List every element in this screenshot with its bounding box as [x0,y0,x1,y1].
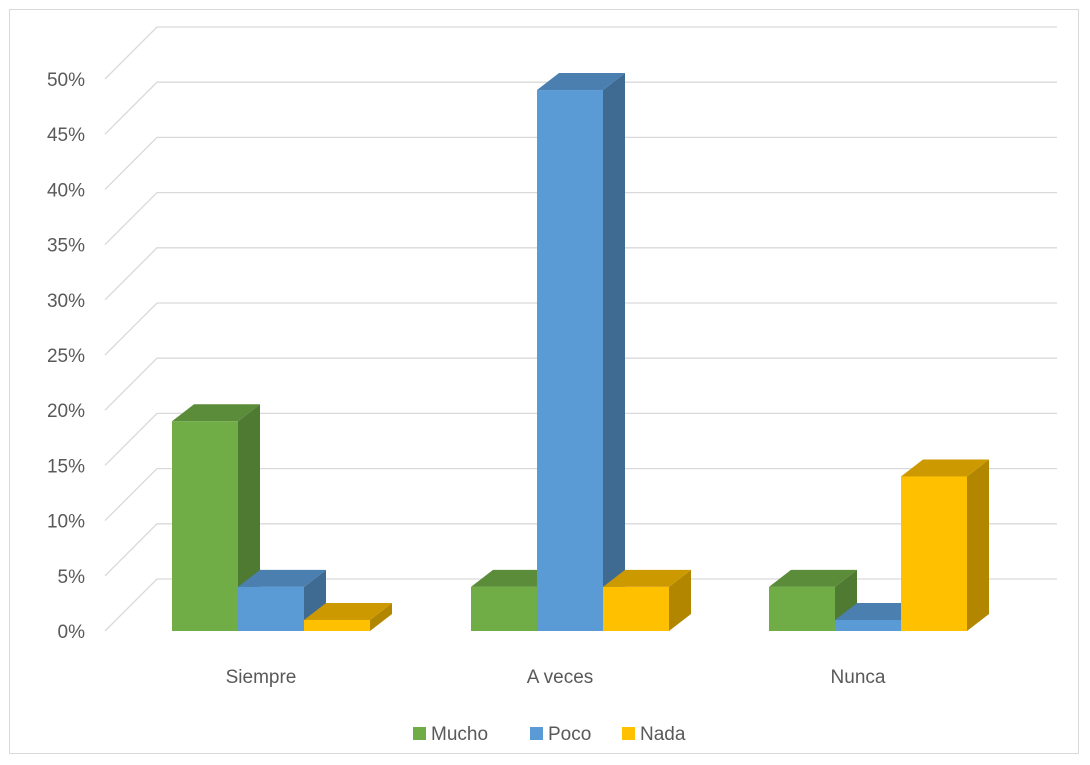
legend-label: Poco [548,724,591,745]
y-tick-label: 50% [47,70,85,91]
legend-item: Poco [530,724,591,745]
bar [304,619,370,631]
legend-label: Nada [640,724,686,745]
legend-item: Mucho [413,724,488,745]
x-category-label: A veces [527,667,594,688]
legend-swatch [530,727,543,740]
y-tick-label: 40% [47,180,85,201]
bar [603,586,669,631]
bar-top [238,569,326,587]
bar [172,421,238,631]
y-tick-label: 45% [47,125,85,146]
bar-top [901,459,989,477]
gridline [104,81,1057,135]
gridline [104,26,1057,80]
y-tick-label: 20% [47,401,85,422]
bar-top [769,569,857,587]
bar-side [669,569,691,631]
y-tick-label: 15% [47,456,85,477]
x-category-label: Siempre [226,667,297,688]
gridline [104,523,1057,577]
bar-top [537,73,625,91]
bar-side [603,73,625,632]
x-category-label: Nunca [831,667,886,688]
legend-item: Nada [622,724,686,745]
bar-top [172,404,260,422]
y-tick-label: 30% [47,291,85,312]
legend-swatch [413,727,426,740]
bar [769,586,835,631]
bar-chart: 0% 5% 10% 15% 20% 25% 30% 35% 40% 45% 50% Siempre A… [47,26,1057,745]
bar-side [370,602,392,631]
y-tick-label: 0% [58,622,86,643]
y-tick-label: 35% [47,236,85,257]
y-tick-label: 10% [47,512,85,533]
bar [238,586,304,631]
y-tick-label: 25% [47,346,85,367]
gridline [104,467,1057,522]
y-tick-label: 5% [58,567,86,588]
gridline [104,357,1057,411]
gridline [104,191,1057,246]
legend-label: Mucho [431,724,488,745]
bar [471,586,537,631]
gridline [104,578,1057,632]
bar-top [304,602,392,620]
bar [835,619,901,631]
gridline [104,412,1057,466]
bar-side [967,459,989,631]
bar [537,90,603,632]
gridline [104,136,1057,190]
legend-swatch [622,727,635,740]
bar-top [603,569,691,587]
bar [901,476,967,631]
chart-frame: 0% 5% 10% 15% 20% 25% 30% 35% 40% 45% 50% Siempre A… [9,9,1079,754]
gridline [104,247,1057,301]
gridline [104,302,1057,356]
